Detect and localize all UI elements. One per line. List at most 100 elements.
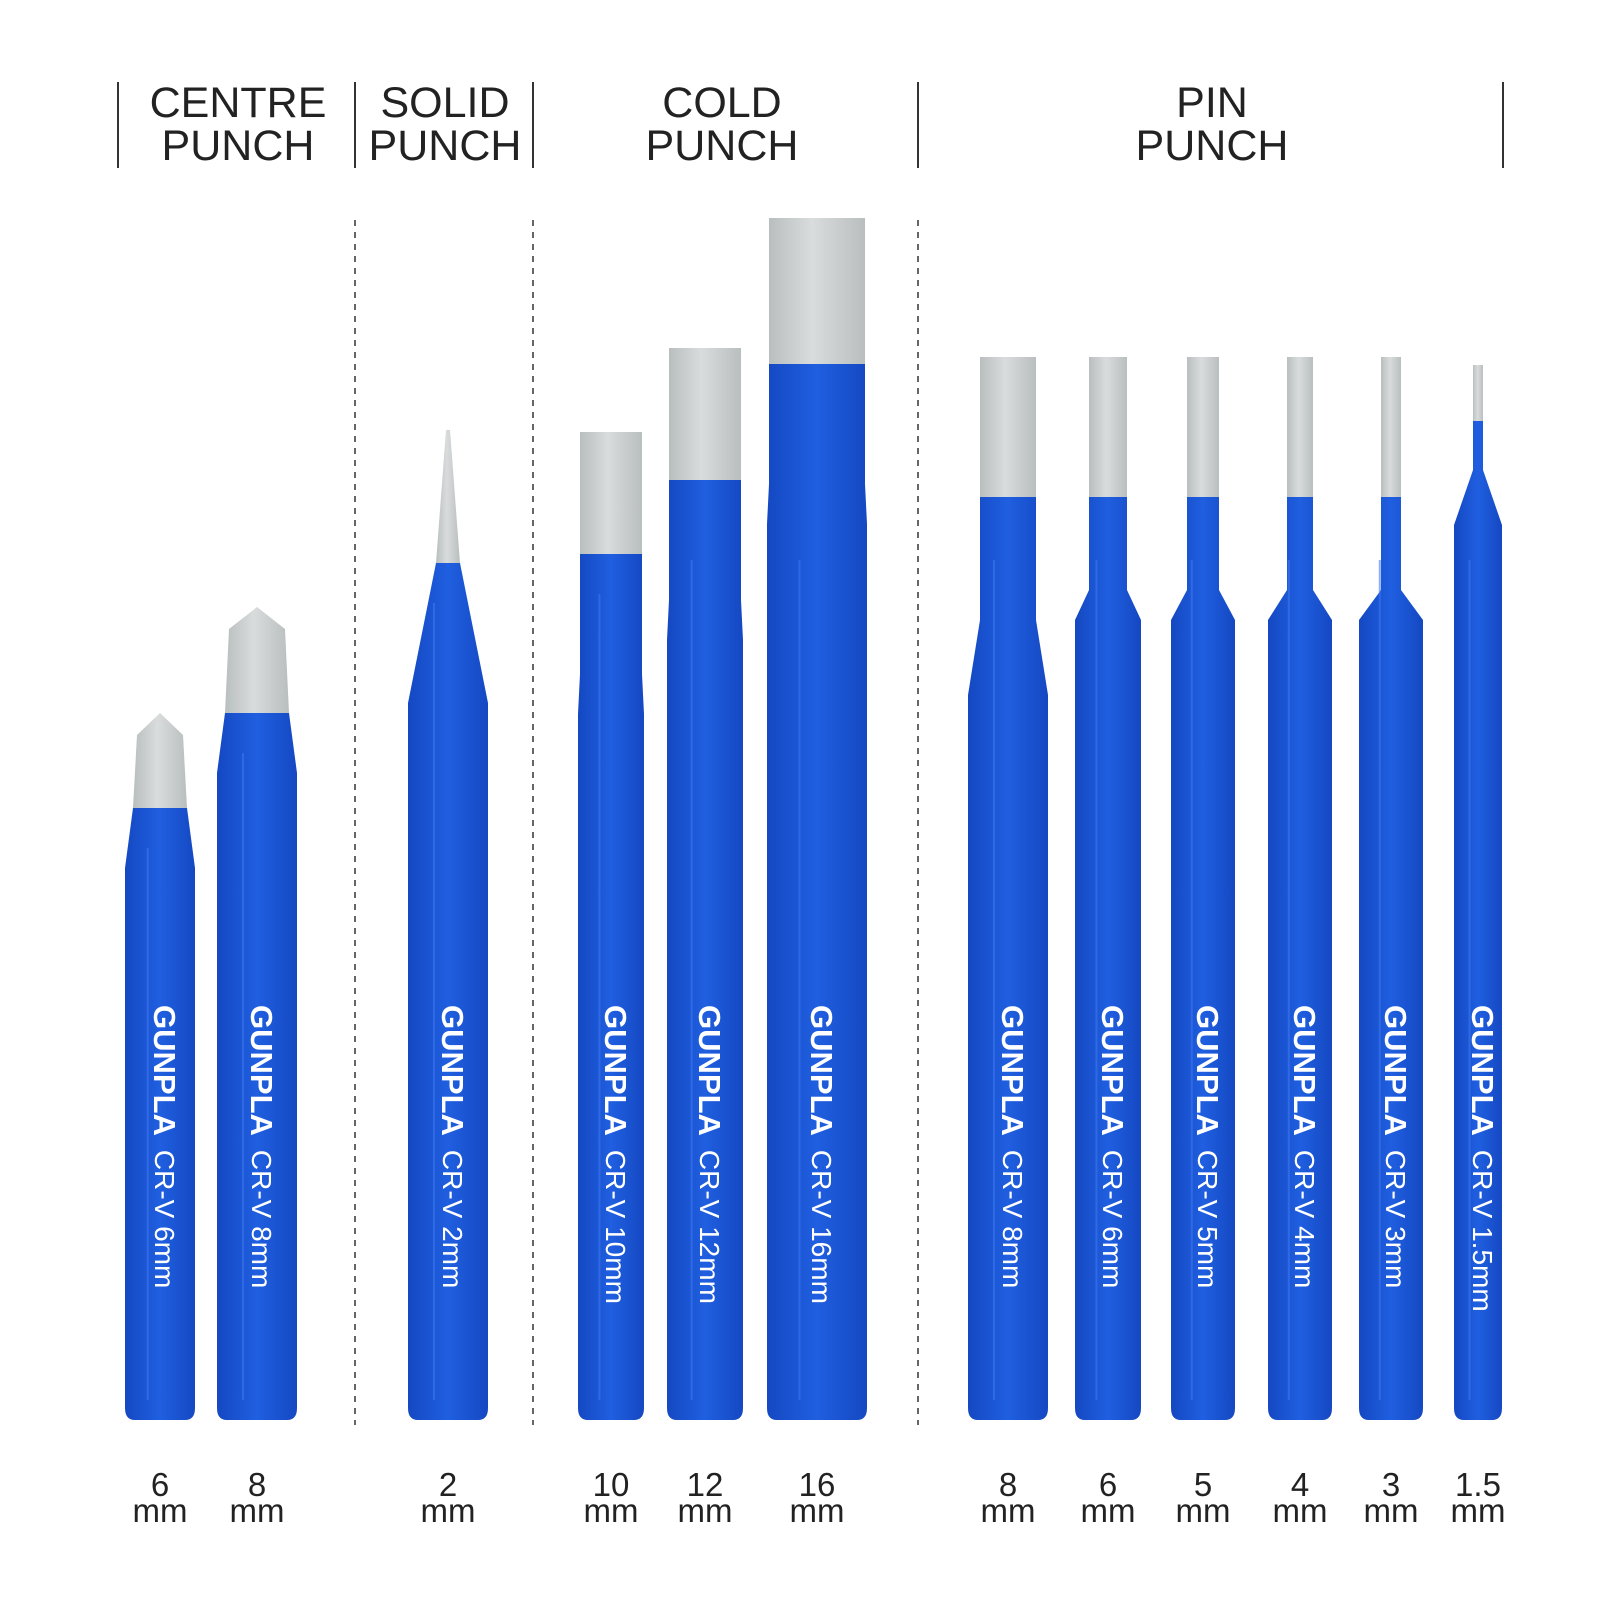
size-unit: mm: [229, 1492, 285, 1529]
size-value: 8: [998, 1466, 1018, 1503]
brand-imprint: GUNPLA: [598, 1005, 633, 1136]
brand-imprint: GUNPLA: [1095, 1005, 1130, 1136]
spec-imprint: CR-V 4mm: [1289, 1150, 1320, 1288]
tool-imprint: GUNPLA CR-V 2mm: [435, 1005, 470, 1288]
tool-pin-punch-6: GUNPLA CR-V 8mm: [968, 357, 1048, 1420]
size-value: 3: [1381, 1466, 1401, 1503]
brand-imprint: GUNPLA: [1190, 1005, 1225, 1136]
group-title-pin-punch: PIN PUNCH: [1135, 79, 1289, 170]
tool-imprint: GUNPLA CR-V 10mm: [598, 1005, 633, 1304]
tool-imprint: GUNPLA CR-V 6mm: [147, 1005, 182, 1288]
tool-cold-punch-4: GUNPLA CR-V 12mm: [667, 348, 743, 1420]
tool-pin-punch-10: GUNPLA CR-V 3mm: [1359, 357, 1423, 1420]
blue-body: [1454, 421, 1502, 1420]
steel-tip: [436, 430, 460, 563]
size-unit: mm: [1450, 1492, 1506, 1529]
size-unit: mm: [583, 1492, 639, 1529]
size-label: 6 mm: [1080, 1466, 1136, 1529]
brand-imprint: GUNPLA: [995, 1005, 1030, 1136]
size-value: 16: [798, 1466, 836, 1503]
steel-blade: [769, 218, 865, 364]
size-unit: mm: [1363, 1492, 1419, 1529]
brand-imprint: GUNPLA: [435, 1005, 470, 1136]
tool-pin-punch-7: GUNPLA CR-V 6mm: [1075, 357, 1141, 1420]
brand-imprint: GUNPLA: [1287, 1005, 1322, 1136]
tool-pin-punch-11: GUNPLA CR-V 1.5mm: [1454, 365, 1502, 1420]
tool-imprint: GUNPLA CR-V 3mm: [1378, 1005, 1413, 1288]
size-unit: mm: [1175, 1492, 1231, 1529]
tool-pin-punch-8: GUNPLA CR-V 5mm: [1171, 357, 1235, 1420]
steel-tip: [133, 713, 187, 808]
brand-imprint: GUNPLA: [1378, 1005, 1413, 1136]
spec-imprint: CR-V 1.5mm: [1467, 1150, 1498, 1312]
size-value: 12: [686, 1466, 724, 1503]
steel-pin: [1089, 357, 1127, 497]
blue-body: [1268, 497, 1332, 1420]
steel-tip: [225, 607, 289, 713]
spec-imprint: CR-V 2mm: [437, 1150, 468, 1288]
spec-imprint: CR-V 12mm: [694, 1150, 725, 1304]
blue-body: [968, 497, 1048, 1420]
size-value: 2: [438, 1466, 458, 1503]
size-label: 6 mm: [132, 1466, 188, 1529]
brand-imprint: GUNPLA: [244, 1005, 279, 1136]
tool-pin-punch-9: GUNPLA CR-V 4mm: [1268, 357, 1332, 1420]
size-label: 3 mm: [1363, 1466, 1419, 1529]
steel-pin: [1473, 365, 1483, 421]
blue-body: [578, 554, 644, 1420]
tool-imprint: GUNPLA CR-V 12mm: [692, 1005, 727, 1304]
brand-imprint: GUNPLA: [147, 1005, 182, 1136]
group-title-solid-punch: SOLID PUNCH: [368, 79, 522, 170]
blue-body: [1171, 497, 1235, 1420]
size-unit: mm: [1080, 1492, 1136, 1529]
size-value: 6: [1098, 1466, 1118, 1503]
brand-imprint: GUNPLA: [804, 1005, 839, 1136]
tool-imprint: GUNPLA CR-V 6mm: [1095, 1005, 1130, 1288]
tool-centre-punch-1: GUNPLA CR-V 8mm: [217, 607, 297, 1420]
size-label: 12 mm: [677, 1466, 733, 1529]
steel-pin: [1287, 357, 1313, 497]
steel-blade: [580, 432, 642, 554]
steel-blade: [669, 348, 741, 480]
size-unit: mm: [1272, 1492, 1328, 1529]
spec-imprint: CR-V 3mm: [1380, 1150, 1411, 1288]
group-title-centre-punch: CENTRE PUNCH: [149, 79, 327, 170]
size-value: 10: [592, 1466, 630, 1503]
steel-pin: [1381, 357, 1401, 497]
size-unit: mm: [789, 1492, 845, 1529]
size-unit: mm: [980, 1492, 1036, 1529]
size-label: 8 mm: [229, 1466, 285, 1529]
size-unit: mm: [677, 1492, 733, 1529]
steel-pin: [980, 357, 1036, 497]
steel-pin: [1187, 357, 1219, 497]
size-value: 8: [247, 1466, 267, 1503]
spec-imprint: CR-V 10mm: [600, 1150, 631, 1304]
size-label: 5 mm: [1175, 1466, 1231, 1529]
blue-body: [1075, 497, 1141, 1420]
blue-body: [767, 364, 867, 1420]
size-value: 5: [1193, 1466, 1213, 1503]
spec-imprint: CR-V 8mm: [997, 1150, 1028, 1288]
size-unit: mm: [132, 1492, 188, 1529]
tool-imprint: GUNPLA CR-V 8mm: [244, 1005, 279, 1288]
tool-imprint: GUNPLA CR-V 1.5mm: [1465, 1005, 1500, 1312]
size-label: 8 mm: [980, 1466, 1036, 1529]
tool-solid-punch-2: GUNPLA CR-V 2mm: [408, 430, 488, 1420]
size-value: 4: [1290, 1466, 1310, 1503]
brand-imprint: GUNPLA: [692, 1005, 727, 1136]
size-label: 10 mm: [583, 1466, 639, 1529]
tool-imprint: GUNPLA CR-V 8mm: [995, 1005, 1030, 1288]
tool-centre-punch-0: GUNPLA CR-V 6mm: [125, 713, 195, 1420]
size-label: 16 mm: [789, 1466, 845, 1529]
tool-cold-punch-5: GUNPLA CR-V 16mm: [767, 218, 867, 1420]
blue-body: [125, 808, 195, 1420]
size-label: 1.5 mm: [1450, 1468, 1506, 1529]
tool-imprint: GUNPLA CR-V 5mm: [1190, 1005, 1225, 1288]
spec-imprint: CR-V 8mm: [246, 1150, 277, 1288]
group-title-cold-punch: COLD PUNCH: [645, 79, 799, 170]
spec-imprint: CR-V 6mm: [149, 1150, 180, 1288]
tool-imprint: GUNPLA CR-V 16mm: [804, 1005, 839, 1304]
size-value: 6: [150, 1466, 170, 1503]
tool-cold-punch-3: GUNPLA CR-V 10mm: [578, 432, 644, 1420]
